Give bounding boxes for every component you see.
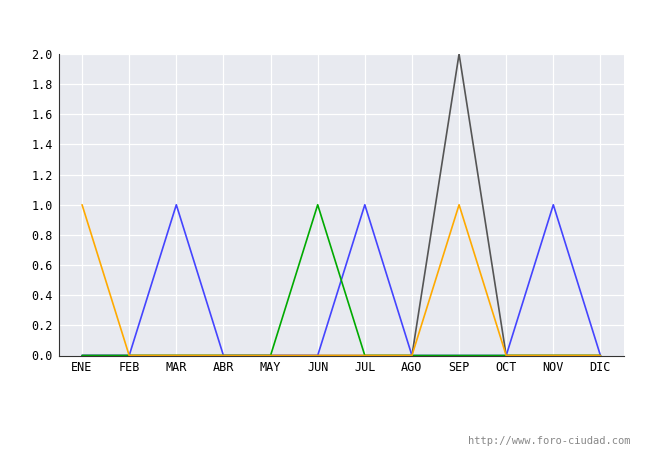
Text: Matriculaciones de Vehiculos en Villar de la Encina: Matriculaciones de Vehiculos en Villar d… [96,10,554,28]
Text: http://www.foro-ciudad.com: http://www.foro-ciudad.com [468,436,630,446]
